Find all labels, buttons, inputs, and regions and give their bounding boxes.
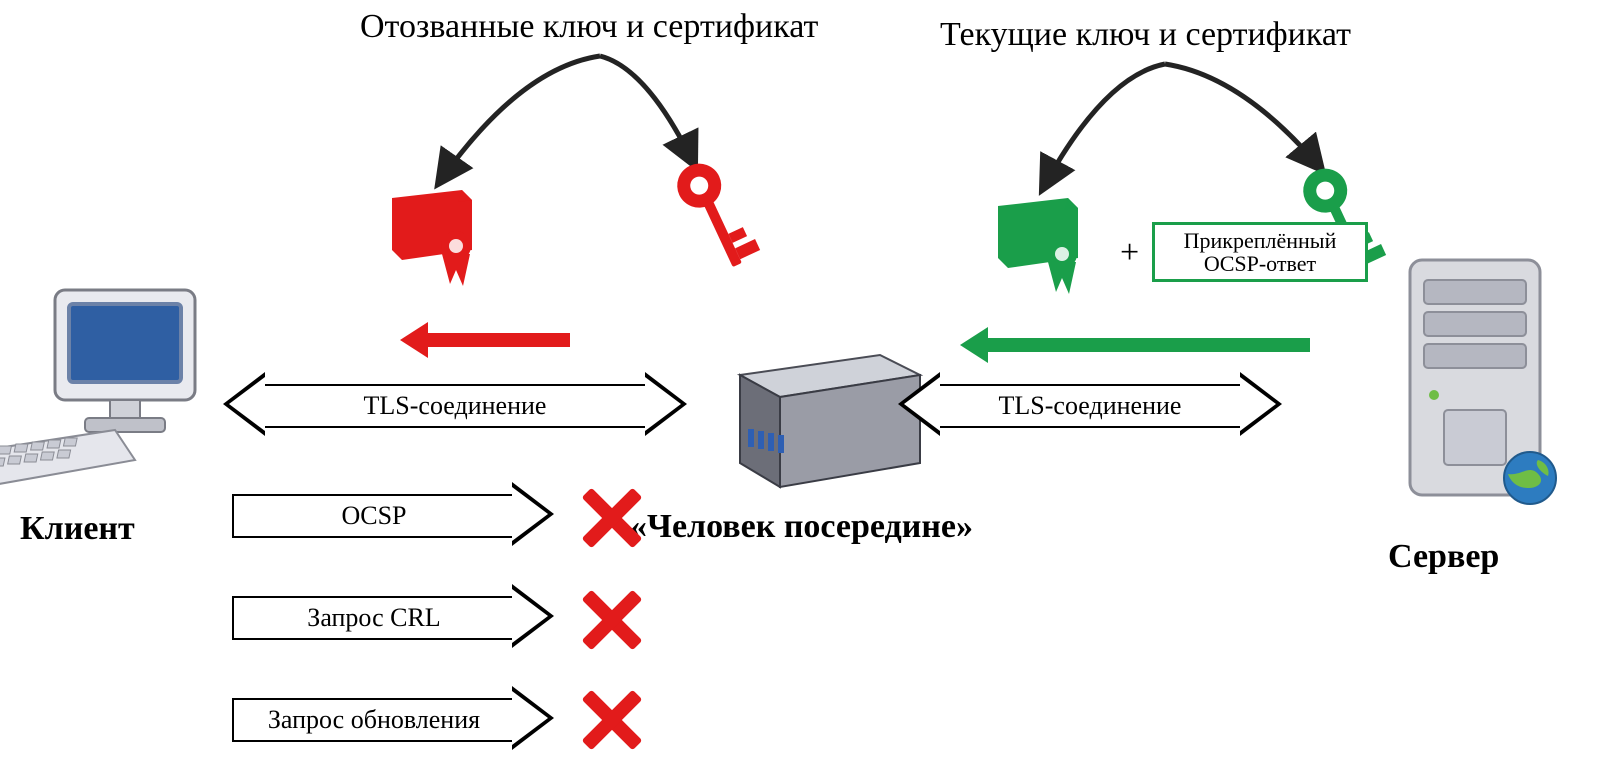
arrow-head-left [898, 372, 940, 436]
block-arrow-label: OCSP [341, 501, 406, 531]
block-arrow-ocsp: OCSP [232, 494, 514, 538]
blocked-x-2 [582, 590, 642, 650]
arrow-head-right [512, 482, 554, 546]
plus-sign: + [1120, 234, 1139, 272]
ocsp-stapled-box: Прикреплённый OCSP-ответ [1152, 222, 1368, 282]
arrow-head-right [1240, 372, 1282, 436]
cert-send-arrow [960, 338, 1310, 352]
block-arrow-crl: Запрос CRL [232, 596, 514, 640]
block-arrow-tls_left: TLS-соединение [265, 384, 645, 428]
ocsp-box-line1: Прикреплённый [1184, 228, 1337, 253]
block-arrow-label: Запрос CRL [307, 603, 440, 633]
caption-mitm: «Человек посередине» [630, 508, 973, 546]
ocsp-box-line2: OCSP-ответ [1204, 251, 1316, 276]
title-current: Текущие ключ и сертификат [940, 16, 1351, 54]
caption-client: Клиент [20, 510, 135, 548]
arrow-head-right [512, 686, 554, 750]
block-arrow-label: Запрос обновления [268, 705, 480, 735]
diagram-root: { "type": "network-infographic", "canvas… [0, 0, 1600, 769]
caption-server: Сервер [1388, 538, 1499, 576]
block-arrow-tls_right: TLS-соединение [940, 384, 1240, 428]
block-arrow-label: TLS-соединение [999, 391, 1182, 421]
block-arrow-label: TLS-соединение [364, 391, 547, 421]
blocked-x-1 [582, 488, 642, 548]
title-revoked: Отозванные ключ и сертификат [360, 8, 818, 46]
cert-send-arrow [400, 333, 570, 347]
arrow-head-right [645, 372, 687, 436]
block-arrow-update: Запрос обновления [232, 698, 514, 742]
arrow-head-left [223, 372, 265, 436]
blocked-x-3 [582, 690, 642, 750]
arrow-head-right [512, 584, 554, 648]
